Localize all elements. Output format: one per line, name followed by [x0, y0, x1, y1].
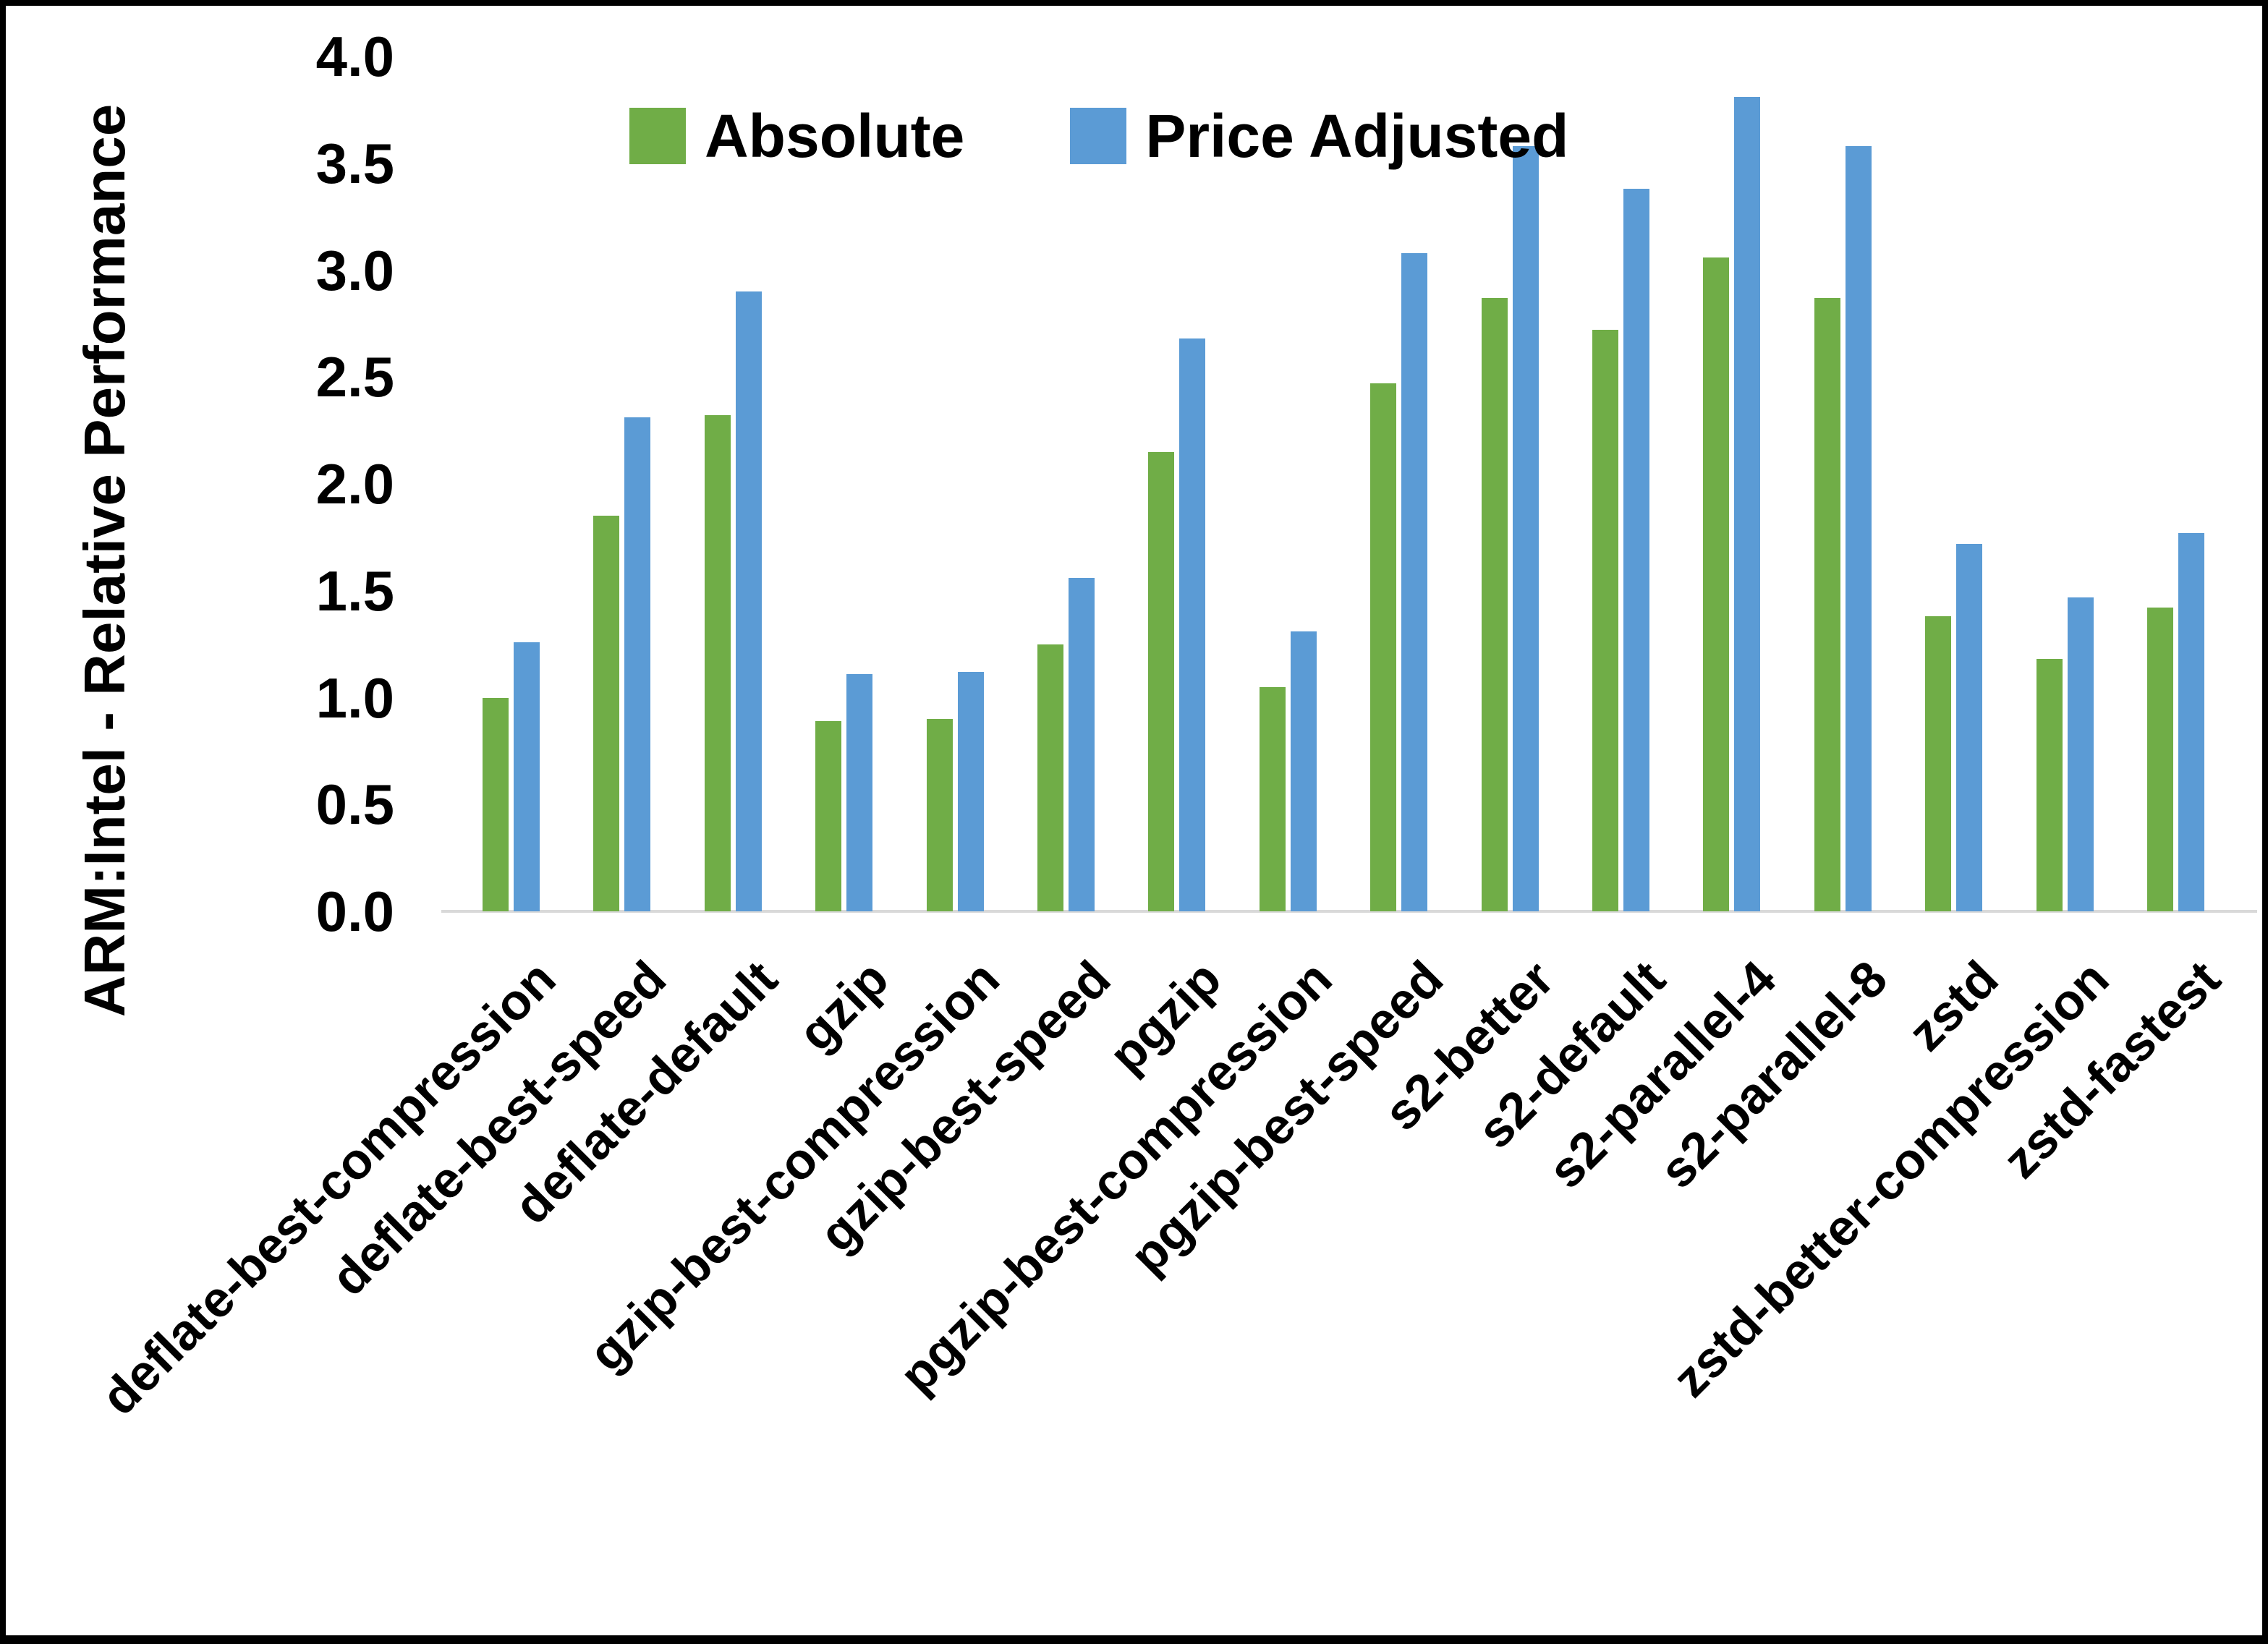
price-adjusted-series-swatch-icon: [1070, 108, 1127, 164]
bar-price-adjusted-pgzip-best-speed: [1401, 252, 1428, 911]
y-tick-label: 3.5: [315, 131, 394, 195]
x-axis-line: [441, 910, 2257, 913]
legend-label-absolute: Absolute: [705, 102, 965, 170]
bar-absolute-s2-parallel-4: [1703, 257, 1730, 911]
bar-price-adjusted-zstd-fastest: [2178, 532, 2204, 911]
bar-price-adjusted-gzip: [846, 673, 873, 911]
y-tick-label: 0.5: [315, 772, 394, 837]
y-tick-label: 2.5: [315, 345, 394, 409]
bar-absolute-s2-better: [1481, 297, 1508, 911]
legend-label-price-adjusted: Price Adjusted: [1145, 102, 1569, 170]
bar-price-adjusted-gzip-best-speed: [1069, 578, 1095, 911]
y-tick-label: 1.5: [315, 558, 394, 623]
legend-item-price-adjusted: Price Adjusted: [1070, 106, 1568, 166]
screenshot-border-left: [0, 0, 6, 1644]
bar-absolute-pgzip-best-compression: [1259, 686, 1286, 911]
bar-price-adjusted-deflate-best-speed: [624, 417, 651, 911]
bar-absolute-gzip: [815, 721, 842, 911]
screenshot-border-bottom: [0, 1635, 2268, 1644]
bar-absolute-pgzip-best-speed: [1370, 383, 1397, 911]
bar-price-adjusted-deflate-best-compression: [514, 642, 540, 911]
y-tick-label: 0.0: [315, 880, 394, 943]
bar-price-adjusted-pgzip: [1179, 338, 1206, 911]
bar-absolute-s2-default: [1592, 330, 1618, 911]
bar-price-adjusted-s2-default: [1623, 189, 1649, 911]
screenshot-border-right: [2262, 0, 2268, 1644]
bar-price-adjusted-s2-parallel-4: [1734, 97, 1761, 911]
bar-price-adjusted-zstd: [1956, 543, 1983, 911]
y-axis-title: ARM:Intel - Relative Performance: [72, 103, 137, 1018]
bar-price-adjusted-deflate-default: [735, 291, 762, 911]
y-tick-label: 4.0: [315, 25, 394, 88]
absolute-series-swatch-icon: [629, 108, 686, 164]
bar-absolute-deflate-default: [704, 415, 731, 911]
bar-absolute-deflate-best-compression: [483, 697, 509, 911]
y-tick-label: 2.0: [315, 452, 394, 516]
legend-item-absolute: Absolute: [629, 106, 964, 166]
legend: Absolute Price Adjusted: [629, 103, 1568, 169]
bar-price-adjusted-zstd-better-compression: [2067, 597, 2094, 911]
y-tick-label: 3.0: [315, 238, 394, 302]
bar-absolute-zstd-better-compression: [2036, 659, 2063, 911]
bar-price-adjusted-pgzip-best-compression: [1290, 631, 1317, 911]
bar-price-adjusted-s2-parallel-8: [1845, 146, 1872, 911]
bar-absolute-s2-parallel-8: [1814, 297, 1840, 911]
bar-absolute-gzip-best-speed: [1037, 644, 1063, 911]
y-tick-label: 1.0: [315, 665, 394, 730]
bar-price-adjusted-gzip-best-compression: [957, 672, 984, 911]
bar-price-adjusted-s2-better: [1512, 146, 1539, 911]
bar-absolute-deflate-best-speed: [593, 516, 620, 911]
bar-absolute-gzip-best-compression: [926, 719, 953, 911]
x-axis-label-deflate-best-compression: deflate-best-compression: [90, 950, 566, 1426]
bar-absolute-pgzip: [1148, 451, 1175, 911]
screenshot-border-top: [0, 0, 2268, 6]
bar-absolute-zstd-fastest: [2147, 608, 2173, 911]
bar-absolute-zstd: [1925, 616, 1952, 911]
